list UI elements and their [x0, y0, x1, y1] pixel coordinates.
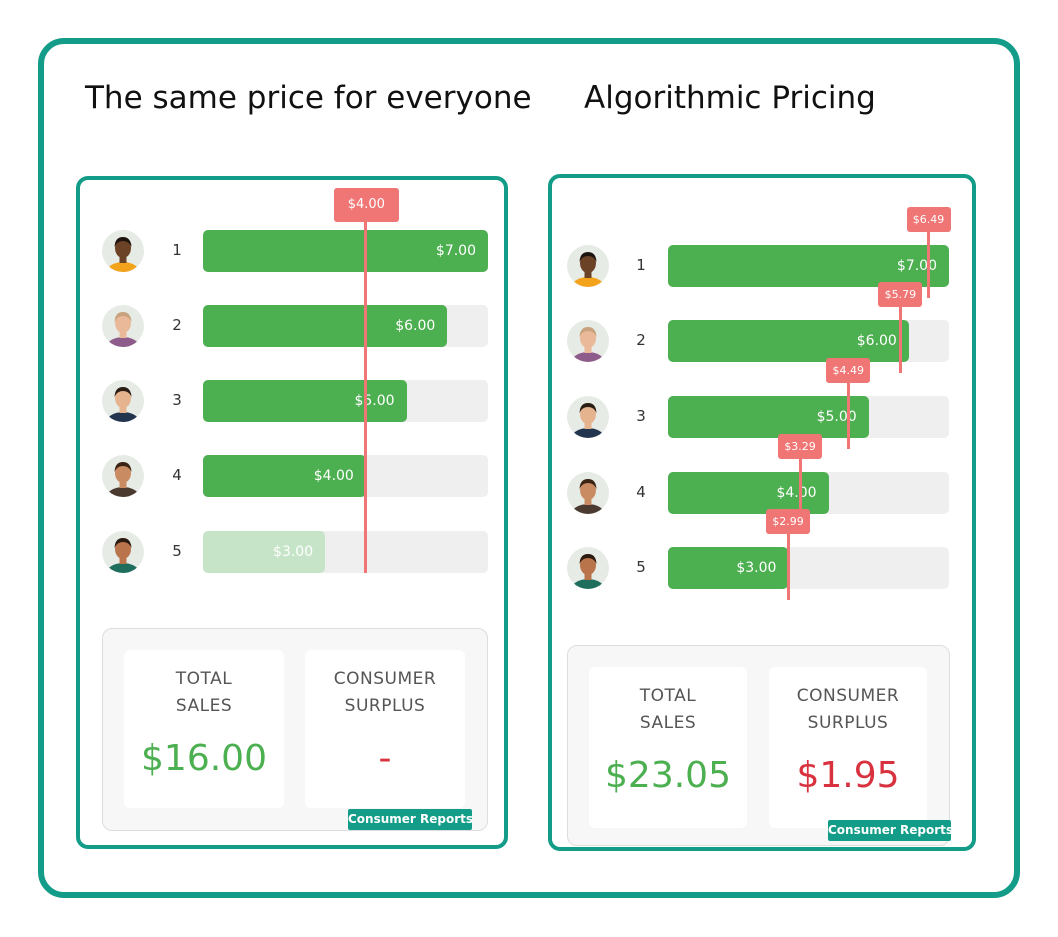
source-badge: Consumer Reports — [828, 820, 953, 841]
avatar — [102, 230, 144, 272]
avatar — [567, 396, 609, 438]
summary-card: CONSUMER SURPLUS - — [305, 650, 465, 808]
bar-value-label: $4.00 — [776, 485, 817, 501]
avatar — [567, 245, 609, 287]
summary-card: CONSUMER SURPLUS $1.95 — [769, 667, 927, 828]
summary-heading: CONSUMER SURPLUS — [796, 686, 900, 733]
customer-rank: 5 — [172, 542, 182, 560]
customer-rank: 4 — [172, 466, 182, 484]
price-line — [846, 371, 850, 449]
avatar — [567, 472, 609, 514]
willingness-bar — [668, 547, 789, 589]
bar-value-label: $3.00 — [273, 544, 314, 560]
customer-rank: 1 — [636, 256, 646, 274]
summary-heading: TOTAL SALES — [639, 686, 697, 733]
bar-value-label: $7.00 — [896, 258, 937, 274]
summary-amount: $1.95 — [796, 755, 900, 796]
avatar — [102, 531, 144, 573]
avatar — [102, 305, 144, 347]
customer-rank: 5 — [636, 558, 646, 576]
price-line — [798, 447, 802, 525]
source-badge: Consumer Reports — [348, 809, 473, 830]
panel-title: The same price for everyone — [85, 80, 532, 116]
bar-value-label: $4.00 — [313, 468, 354, 484]
summary-amount: - — [378, 738, 392, 779]
willingness-bar — [668, 396, 869, 438]
customer-rank: 1 — [172, 241, 182, 259]
panel-title: Algorithmic Pricing — [584, 80, 876, 116]
price-tag: $4.00 — [333, 188, 399, 222]
summary-amount: $23.05 — [605, 755, 731, 796]
customer-rank: 2 — [172, 316, 182, 334]
summary-heading: CONSUMER SURPLUS — [333, 669, 437, 716]
price-tag: $2.99 — [766, 509, 811, 534]
willingness-bar — [668, 245, 949, 287]
avatar — [102, 455, 144, 497]
price-line — [927, 220, 931, 298]
bar-value-label: $6.00 — [395, 318, 436, 334]
summary-card: TOTAL SALES $16.00 — [124, 650, 284, 808]
bar-value-label: $6.00 — [856, 333, 897, 349]
price-line — [364, 205, 368, 573]
customer-rank: 4 — [636, 483, 646, 501]
outer-frame — [38, 38, 1020, 898]
price-tag: $4.49 — [826, 358, 871, 383]
avatar — [567, 320, 609, 362]
willingness-bar — [203, 455, 366, 497]
willingness-bar — [203, 380, 407, 422]
willingness-bar — [668, 320, 909, 362]
summary-card: TOTAL SALES $23.05 — [589, 667, 747, 828]
avatar — [102, 380, 144, 422]
summary-amount: $16.00 — [141, 738, 267, 779]
bar-value-label: $5.00 — [816, 409, 857, 425]
customer-rank: 3 — [636, 407, 646, 425]
price-line — [786, 522, 790, 600]
willingness-bar — [203, 230, 488, 272]
price-tag: $5.79 — [878, 282, 923, 307]
bar-value-label: $3.00 — [736, 560, 777, 576]
price-line — [898, 295, 902, 373]
willingness-bar — [203, 305, 448, 347]
price-tag: $6.49 — [906, 207, 951, 232]
willingness-bar — [203, 531, 326, 573]
summary-heading: TOTAL SALES — [175, 669, 233, 716]
avatar — [567, 547, 609, 589]
customer-rank: 2 — [636, 331, 646, 349]
bar-value-label: $7.00 — [435, 243, 476, 259]
price-tag: $3.29 — [778, 434, 823, 459]
customer-rank: 3 — [172, 391, 182, 409]
willingness-bar — [668, 472, 829, 514]
